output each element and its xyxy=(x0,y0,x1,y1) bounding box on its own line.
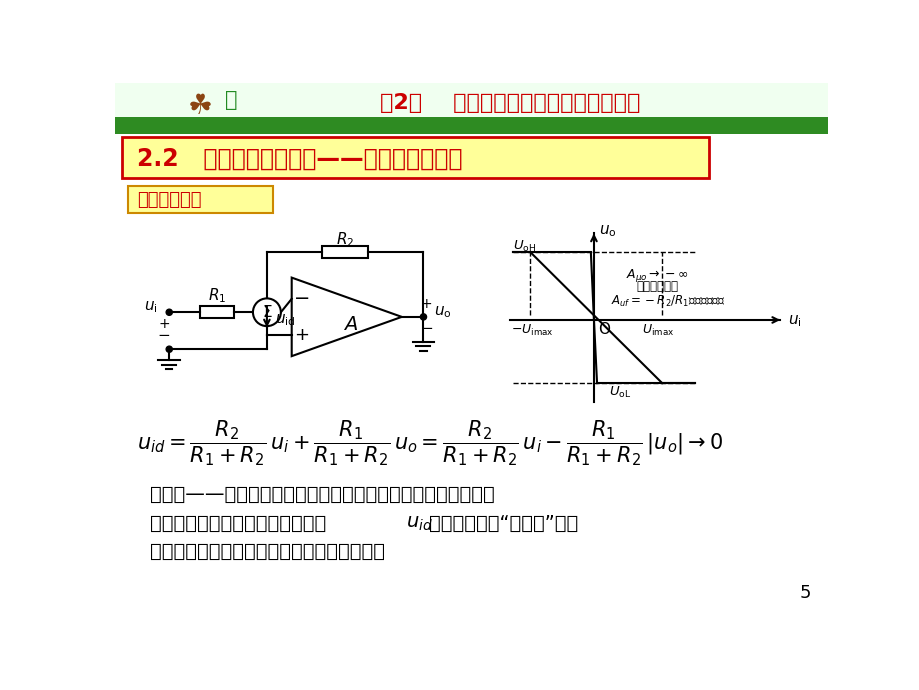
Text: （开环特性）: （开环特性） xyxy=(636,280,678,293)
Text: $U_{\rm imax}$: $U_{\rm imax}$ xyxy=(641,323,674,338)
Text: −: − xyxy=(157,328,170,343)
Text: 2.2   扩展线性放大范围——引入深度负反馈: 2.2 扩展线性放大范围——引入深度负反馈 xyxy=(137,147,461,171)
Text: $u_{\rm i}$: $u_{\rm i}$ xyxy=(787,314,800,329)
Text: +: + xyxy=(294,326,309,344)
Bar xyxy=(115,83,827,117)
Text: −: − xyxy=(293,289,310,308)
Circle shape xyxy=(166,346,172,353)
Text: $u_{\rm id}$: $u_{\rm id}$ xyxy=(275,312,295,328)
Text: 第2章    集成运算放大器的线性应用基础: 第2章 集成运算放大器的线性应用基础 xyxy=(380,93,640,113)
Circle shape xyxy=(166,309,172,315)
Bar xyxy=(115,117,827,135)
Text: 👦: 👦 xyxy=(225,90,237,110)
Text: $u_{id} = \dfrac{R_2}{R_1+R_2}\,u_i + \dfrac{R_1}{R_1+R_2}\,u_o= \dfrac{R_2}{R_1: $u_{id} = \dfrac{R_2}{R_1+R_2}\,u_i + \d… xyxy=(137,418,722,468)
Text: $R_2$: $R_2$ xyxy=(335,230,354,249)
Text: $u_{\rm i}$: $u_{\rm i}$ xyxy=(143,299,157,315)
Text: −: − xyxy=(420,321,433,336)
Text: $A_{\mu o}\rightarrow -\infty$: $A_{\mu o}\rightarrow -\infty$ xyxy=(626,267,688,284)
Circle shape xyxy=(253,298,280,326)
Text: 仍然很小，在“虚短路”范围: 仍然很小，在“虚短路”范围 xyxy=(428,514,577,533)
Circle shape xyxy=(420,314,426,320)
Text: +: + xyxy=(420,297,432,310)
Text: $A_{uf}=-R_2/R_1$（闭环特性）: $A_{uf}=-R_2/R_1$（闭环特性） xyxy=(610,294,725,309)
Text: 反相输入组态: 反相输入组态 xyxy=(137,191,201,209)
FancyBboxPatch shape xyxy=(128,186,273,213)
Text: Σ: Σ xyxy=(262,305,271,319)
Text: $u_{id}$: $u_{id}$ xyxy=(405,514,432,533)
Text: O: O xyxy=(597,322,609,337)
Text: 5: 5 xyxy=(799,584,810,602)
Text: 负反馈——将反馈信号引向反相输入端，使反馈信号抗消部分输: 负反馈——将反馈信号引向反相输入端，使反馈信号抗消部分输 xyxy=(150,485,494,504)
Text: $U_{\rm oL}$: $U_{\rm oL}$ xyxy=(608,385,631,400)
Text: $U_{\rm oH}$: $U_{\rm oH}$ xyxy=(513,239,536,254)
Text: ☘: ☘ xyxy=(187,92,212,120)
Text: 入信号，保证在输入信号较大时，: 入信号，保证在输入信号较大时， xyxy=(150,514,325,533)
Text: +: + xyxy=(158,317,169,331)
Bar xyxy=(200,306,234,318)
Text: $R_1$: $R_1$ xyxy=(208,287,226,306)
Text: A: A xyxy=(344,315,357,334)
Text: $u_{\rm o}$: $u_{\rm o}$ xyxy=(434,304,451,320)
Text: $u_{\rm o}$: $u_{\rm o}$ xyxy=(598,224,616,239)
Text: $-U_{\rm imax}$: $-U_{\rm imax}$ xyxy=(510,323,552,338)
Text: 内，从而集成运算放大器工作在线性放大区。: 内，从而集成运算放大器工作在线性放大区。 xyxy=(150,542,384,561)
FancyBboxPatch shape xyxy=(122,137,708,177)
Bar xyxy=(322,246,368,258)
